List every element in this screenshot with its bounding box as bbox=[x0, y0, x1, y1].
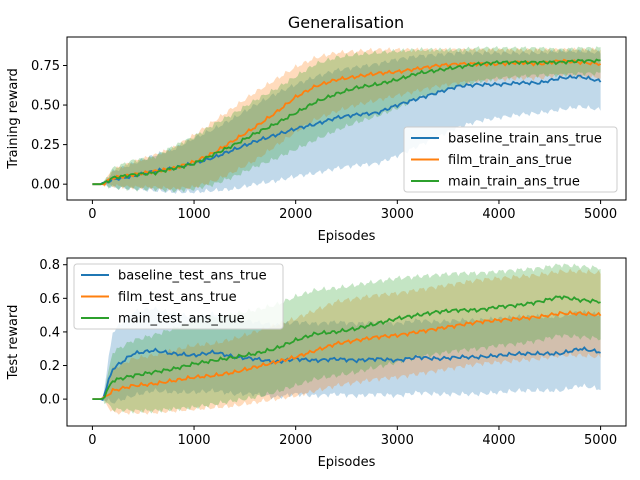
line-main_train_ans_true bbox=[92, 58, 601, 186]
x-tick-label: 0 bbox=[88, 433, 96, 448]
line-film_test_ans_true bbox=[92, 310, 602, 400]
x-tick-label: 4000 bbox=[482, 433, 515, 448]
band-baseline_test_ans_true bbox=[92, 306, 601, 404]
axes-frame bbox=[66, 36, 627, 201]
x-tick-label: 2000 bbox=[279, 433, 312, 448]
x-axis-label: Episodes bbox=[318, 455, 376, 470]
legend-label: film_train_ans_true bbox=[448, 153, 572, 168]
x-tick-label: 5000 bbox=[584, 207, 617, 222]
legend-box bbox=[403, 126, 618, 193]
y-tick-label: 0.8 bbox=[39, 258, 60, 273]
x-tick-label: 3000 bbox=[381, 433, 414, 448]
y-tick-label: 0.75 bbox=[31, 59, 60, 74]
axes-frame bbox=[66, 257, 627, 427]
legend: baseline_train_ans_true film_train_ans_tr… bbox=[403, 126, 618, 193]
y-tick-label: 0.4 bbox=[39, 325, 60, 340]
band-film_train_ans_true bbox=[92, 47, 601, 191]
x-tick-label: 0 bbox=[88, 207, 96, 222]
y-tick-label: 0.0 bbox=[39, 393, 60, 408]
line-baseline_test_ans_true bbox=[92, 346, 601, 401]
y-tick-label: 0.00 bbox=[31, 178, 60, 193]
y-tick-label: 0.50 bbox=[31, 99, 60, 114]
x-tick-label: 4000 bbox=[482, 207, 515, 222]
legend-box bbox=[73, 263, 284, 330]
x-tick-label: 2000 bbox=[279, 207, 312, 222]
y-axis-label: Test reward bbox=[6, 305, 21, 381]
line-main_test_ans_true bbox=[92, 295, 601, 400]
legend-label: film_test_ans_true bbox=[118, 290, 237, 305]
legend-label: main_test_ans_true bbox=[118, 312, 245, 327]
training-reward-plot: 0 1000 2000 3000 4000 5000 0.00 0.25 0.50 0.75 Epi… bbox=[6, 36, 627, 244]
legend-label: baseline_test_ans_true bbox=[118, 269, 267, 284]
legend: baseline_test_ans_true film_test_ans_true… bbox=[73, 263, 284, 330]
x-tick-label: 3000 bbox=[381, 207, 414, 222]
y-tick-label: 0.2 bbox=[39, 359, 60, 374]
legend-label: baseline_train_ans_true bbox=[448, 132, 602, 147]
x-axis-label: Episodes bbox=[318, 229, 376, 244]
y-tick-label: 0.6 bbox=[39, 292, 60, 307]
x-tick-label: 5000 bbox=[584, 433, 617, 448]
y-axis-label: Training reward bbox=[6, 68, 21, 169]
test-reward-plot: 0 1000 2000 3000 4000 5000 0.0 0.2 0.4 0.6 0.8 Epis… bbox=[6, 257, 627, 470]
x-tick-label: 1000 bbox=[177, 207, 210, 222]
x-tick-label: 1000 bbox=[177, 433, 210, 448]
legend-label: main_train_ans_true bbox=[448, 175, 580, 190]
y-tick-label: 0.25 bbox=[31, 138, 60, 153]
chart-title: Generalisation bbox=[288, 13, 404, 32]
